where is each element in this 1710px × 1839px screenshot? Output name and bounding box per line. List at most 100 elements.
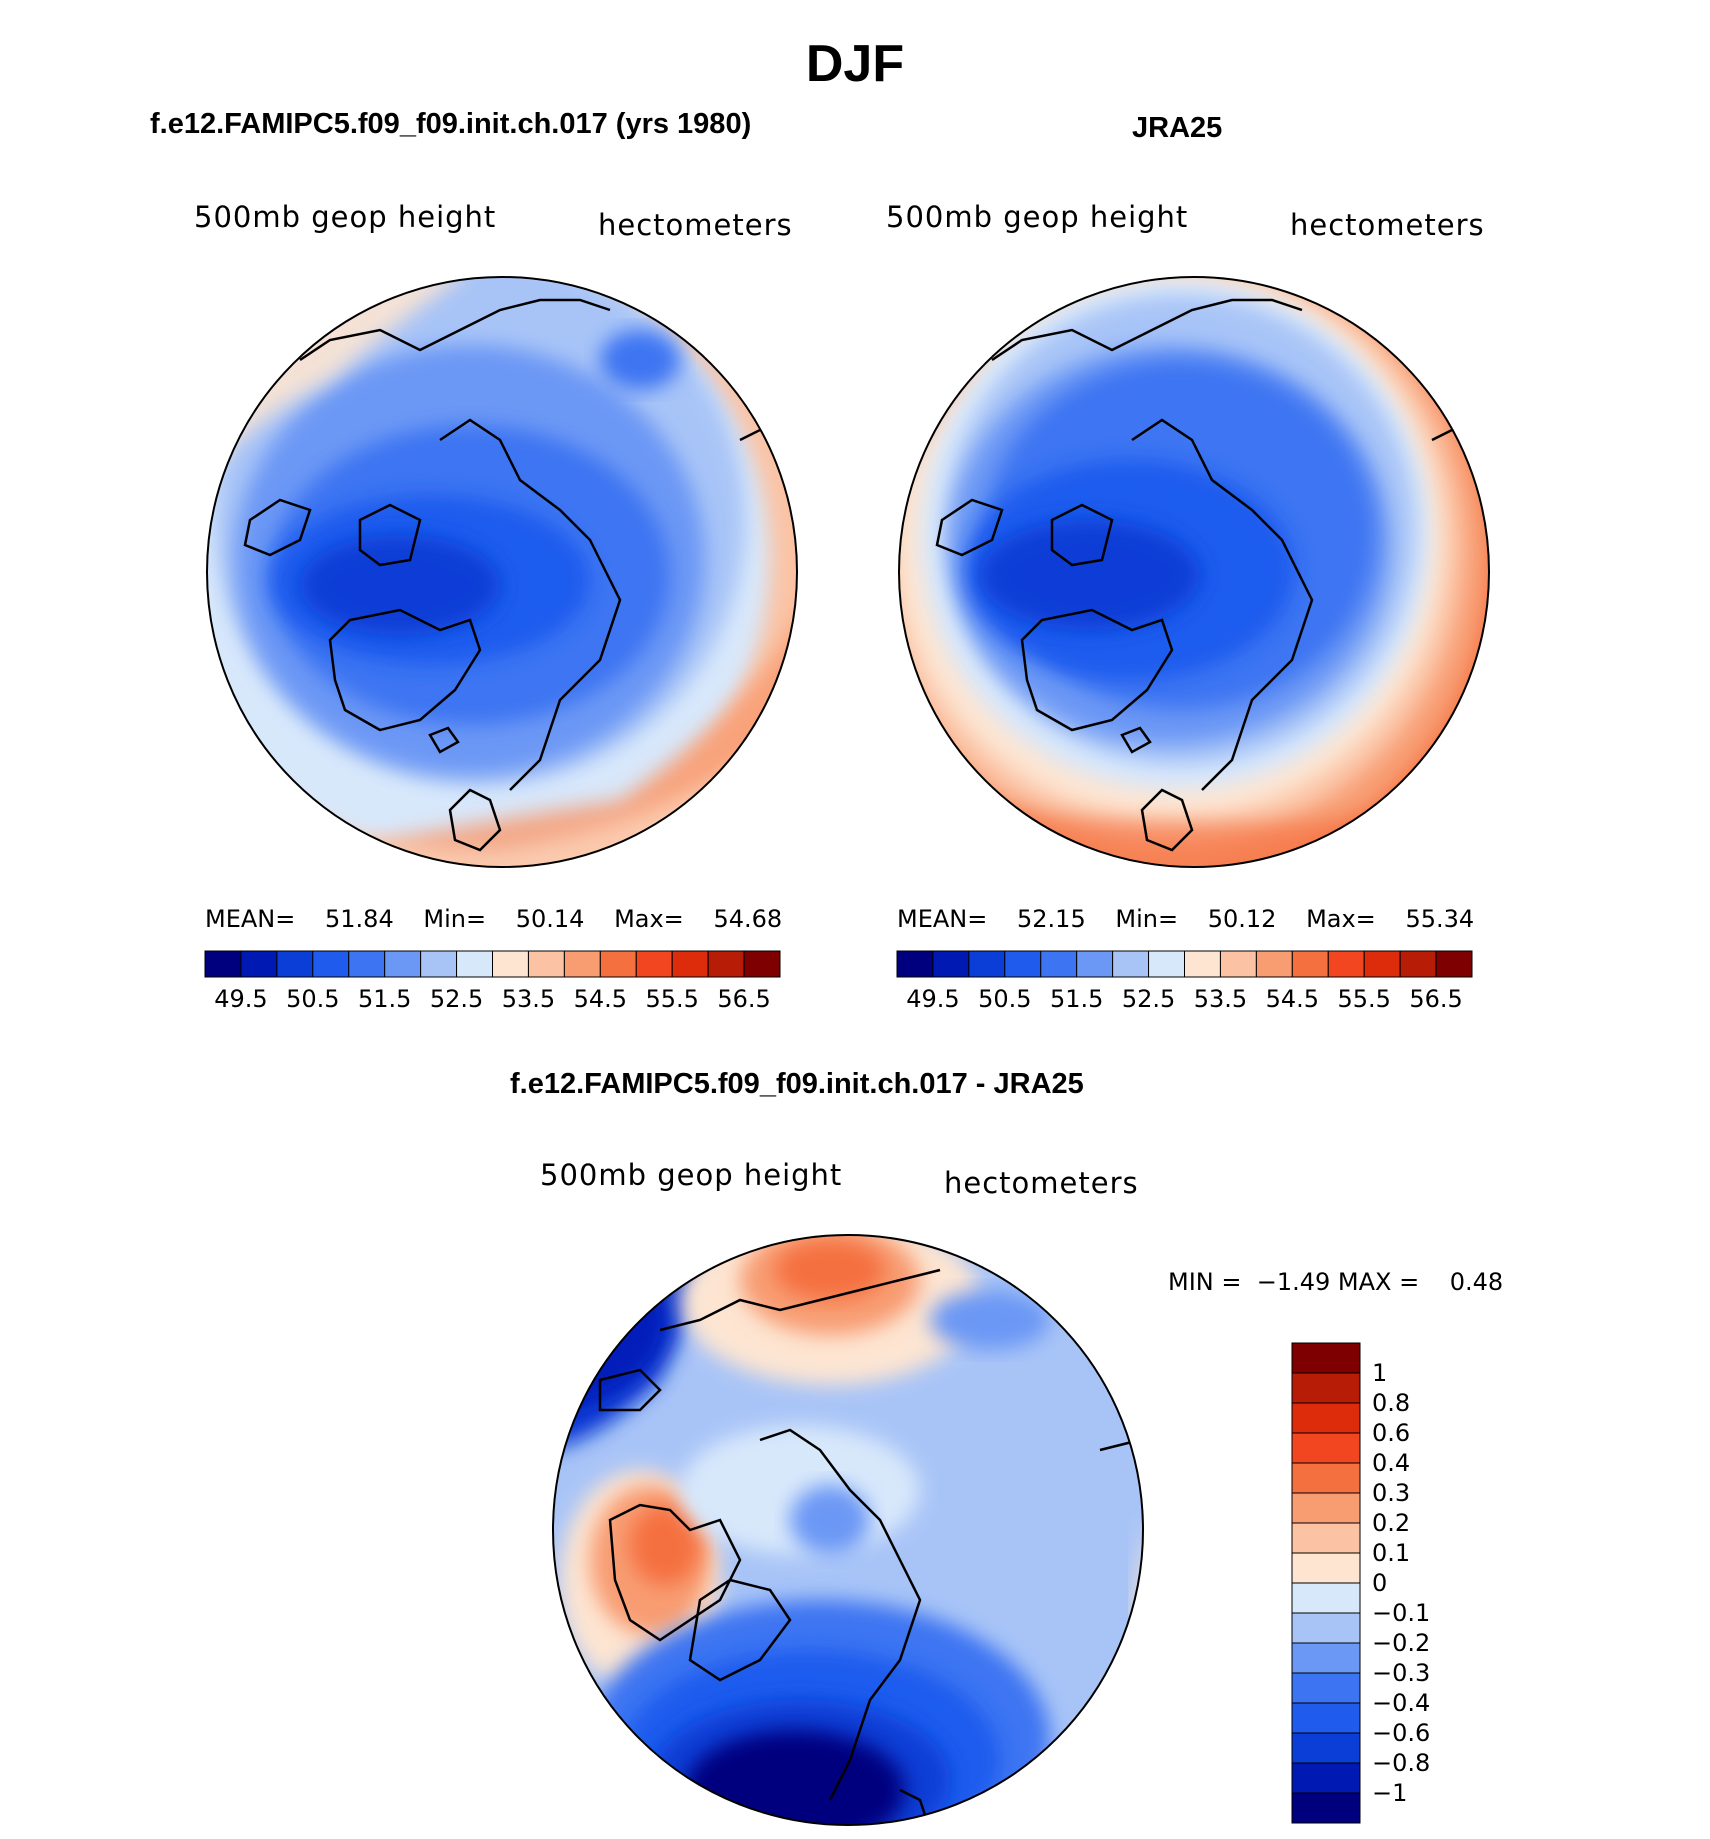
- model-colorbar-swatch: [492, 950, 529, 978]
- diff-colorbar-tick-label: 0.1: [1372, 1539, 1410, 1567]
- obs-panel-header: JRA25: [1132, 112, 1223, 144]
- obs-colorbar-swatch: [1363, 950, 1401, 978]
- obs-max-value: 55.34: [1405, 905, 1475, 933]
- obs-colorbar-tick-label: 56.5: [1409, 985, 1462, 1013]
- obs-mean-value: 52.15: [1017, 905, 1086, 933]
- diff-colorbar-swatch: [1291, 1432, 1361, 1464]
- obs-colorbar-swatch: [1004, 950, 1042, 978]
- model-colorbar-tick-label: 54.5: [574, 985, 627, 1013]
- model-colorbar-tick-label: 56.5: [717, 985, 770, 1013]
- model-stats: MEAN= 51.84 Min= 50.14 Max= 54.68: [205, 905, 785, 933]
- diff-colorbar-swatch: [1291, 1642, 1361, 1674]
- model-colorbar-tick-label: 51.5: [358, 985, 411, 1013]
- obs-colorbar-tick-label: 52.5: [1122, 985, 1175, 1013]
- obs-stats: MEAN= 52.15 Min= 50.12 Max= 55.34: [897, 905, 1477, 933]
- diff-colorbar-tick-label: 0.6: [1372, 1419, 1410, 1447]
- model-colorbar-swatch: [456, 950, 493, 978]
- obs-colorbar-swatch: [1076, 950, 1114, 978]
- obs-colorbar-swatch: [932, 950, 970, 978]
- model-colorbar-swatch: [707, 950, 745, 978]
- obs-map: [898, 276, 1490, 868]
- diff-colorbar-swatch: [1291, 1732, 1361, 1764]
- model-colorbar-swatch: [671, 950, 709, 978]
- model-colorbar-swatch: [563, 950, 601, 978]
- obs-min-label: Min=: [1115, 905, 1179, 933]
- model-colorbar-tick-label: 49.5: [214, 985, 267, 1013]
- diff-variable-label: 500mb geop height: [540, 1158, 843, 1192]
- model-colorbar-tick-label: 52.5: [430, 985, 483, 1013]
- model-colorbar-swatch: [348, 950, 386, 978]
- diff-colorbar-tick-label: −1: [1372, 1779, 1407, 1807]
- obs-colorbar-swatch: [1435, 950, 1473, 978]
- diff-colorbar-tick-label: 0.3: [1372, 1479, 1410, 1507]
- diff-colorbar-swatch: [1291, 1702, 1361, 1734]
- obs-colorbar-tick-label: 49.5: [906, 985, 959, 1013]
- model-panel-header: f.e12.FAMIPC5.f09_f09.init.ch.017 (yrs 1…: [150, 108, 752, 140]
- model-colorbar-tick-label: 53.5: [502, 985, 555, 1013]
- obs-variable-label: 500mb geop height: [886, 200, 1189, 234]
- obs-units-label: hectometers: [1290, 208, 1485, 242]
- diff-colorbar-tick-label: −0.2: [1372, 1629, 1430, 1657]
- diff-colorbar-tick-label: −0.1: [1372, 1599, 1430, 1627]
- model-units-label: hectometers: [598, 208, 793, 242]
- diff-colorbar-tick-label: −0.4: [1372, 1689, 1430, 1717]
- obs-colorbar-tick-label: 51.5: [1050, 985, 1103, 1013]
- diff-colorbar-swatch: [1291, 1672, 1361, 1704]
- diff-colorbar-swatch: [1291, 1792, 1361, 1824]
- model-max-label: Max=: [614, 905, 684, 933]
- obs-colorbar-swatch: [1219, 950, 1257, 978]
- diff-panel-header: f.e12.FAMIPC5.f09_f09.init.ch.017 - JRA2…: [510, 1068, 1084, 1100]
- diff-colorbar-tick-label: 0: [1372, 1569, 1387, 1597]
- obs-colorbar-tick-label: 53.5: [1194, 985, 1247, 1013]
- model-colorbar-swatch: [599, 950, 637, 978]
- model-mean-value: 51.84: [325, 905, 394, 933]
- model-min-label: Min=: [423, 905, 487, 933]
- model-variable-label: 500mb geop height: [194, 200, 497, 234]
- model-colorbar-swatch: [384, 950, 422, 978]
- model-colorbar: 49.5 50.5 51.5 52.5 53.5 54.5 55.5 56.5: [204, 950, 781, 1013]
- diff-stats: MIN = −1.49 MAX = 0.48: [1168, 1268, 1504, 1296]
- diff-colorbar-swatch: [1291, 1402, 1361, 1434]
- model-colorbar-swatch: [276, 950, 314, 978]
- model-mean-label: MEAN=: [205, 905, 296, 933]
- model-colorbar-swatch: [240, 950, 278, 978]
- diff-colorbar-swatch: [1291, 1612, 1361, 1644]
- model-max-value: 54.68: [713, 905, 783, 933]
- obs-mean-label: MEAN=: [897, 905, 988, 933]
- model-colorbar-swatch: [635, 950, 673, 978]
- obs-min-value: 50.12: [1207, 905, 1277, 933]
- diff-colorbar-swatch: [1291, 1522, 1361, 1554]
- diff-colorbar-tick-label: −0.8: [1372, 1749, 1430, 1777]
- diff-colorbar-swatch: [1291, 1462, 1361, 1494]
- model-colorbar-swatch: [312, 950, 350, 978]
- obs-max-label: Max=: [1306, 905, 1376, 933]
- diff-colorbar-swatch: [1291, 1492, 1361, 1524]
- model-map: [206, 276, 798, 868]
- obs-colorbar-swatch: [896, 950, 934, 978]
- diff-colorbar-swatch: [1291, 1342, 1361, 1374]
- model-colorbar-swatch: [527, 950, 565, 978]
- diff-units-label: hectometers: [944, 1166, 1139, 1200]
- obs-colorbar-swatch: [1327, 950, 1365, 978]
- obs-colorbar-swatch: [1148, 950, 1185, 978]
- diff-colorbar-swatch: [1291, 1552, 1361, 1584]
- model-min-value: 50.14: [515, 905, 585, 933]
- diff-colorbar-tick-label: 1: [1372, 1359, 1387, 1387]
- obs-colorbar-swatch: [1112, 950, 1150, 978]
- obs-colorbar-swatch: [1255, 950, 1293, 978]
- diff-colorbar-tick-label: 0.8: [1372, 1389, 1410, 1417]
- obs-colorbar: 49.5 50.5 51.5 52.5 53.5 54.5 55.5 56.5: [896, 950, 1473, 1013]
- diff-colorbar-tick-label: −0.6: [1372, 1719, 1430, 1747]
- diff-colorbar-swatch: [1291, 1582, 1361, 1614]
- obs-colorbar-tick-label: 50.5: [978, 985, 1031, 1013]
- diff-colorbar: 10.80.60.40.30.20.10−0.1−0.2−0.3−0.4−0.6…: [1291, 1342, 1430, 1824]
- obs-colorbar-tick-label: 54.5: [1266, 985, 1319, 1013]
- obs-colorbar-swatch: [1291, 950, 1329, 978]
- model-colorbar-swatch: [420, 950, 458, 978]
- page-title: DJF: [805, 35, 905, 93]
- diff-map: [552, 1234, 1144, 1826]
- model-colorbar-swatch: [743, 950, 781, 978]
- obs-colorbar-tick-label: 55.5: [1337, 985, 1390, 1013]
- diff-colorbar-tick-label: 0.2: [1372, 1509, 1410, 1537]
